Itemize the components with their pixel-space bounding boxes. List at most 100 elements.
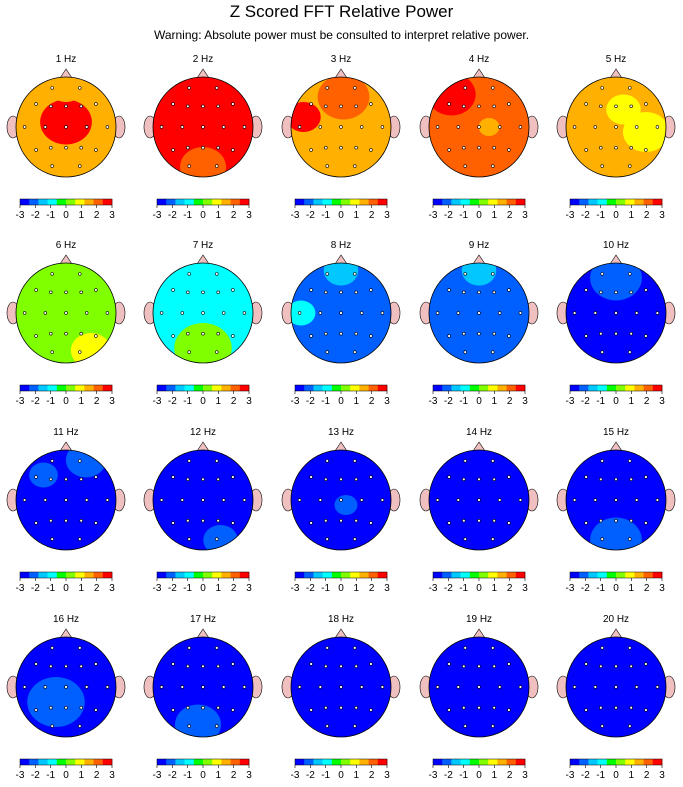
- electrode-16: [629, 146, 633, 150]
- colorbar-segment-10: [102, 759, 113, 765]
- colorbar-tick-label: 3: [659, 210, 665, 221]
- electrode-5: [339, 290, 343, 294]
- electrode-3: [34, 475, 38, 479]
- electrode-10: [477, 311, 481, 315]
- electrode-4: [186, 664, 190, 668]
- colorbar-tick-label: -3: [153, 770, 162, 781]
- electrode-12: [242, 498, 247, 502]
- colorbar-segment-4: [47, 385, 58, 391]
- colorbar-segment-3: [451, 572, 461, 578]
- colorbar-tick-label: 3: [246, 583, 252, 594]
- colorbar-tick-label: 0: [338, 583, 344, 594]
- colorbar-tick-label: -2: [31, 770, 40, 781]
- colorbar: -3 -2 -1 0 1 2 3: [291, 198, 390, 221]
- colorbar-segment-4: [597, 385, 608, 391]
- colorbar-tick-label: -3: [291, 770, 300, 781]
- electrode-10: [477, 685, 481, 689]
- colorbar-tick-label: -2: [306, 210, 315, 221]
- colorbar-segment-5: [56, 199, 67, 205]
- colorbar: -3 -2 -1 0 1 2 3: [291, 571, 390, 594]
- colorbar-segment-5: [469, 385, 480, 391]
- electrode-14: [462, 332, 466, 336]
- colorbar-segment-1: [295, 572, 305, 578]
- colorbar-segment-5: [606, 572, 617, 578]
- colorbar-segment-7: [625, 199, 635, 205]
- colorbar-segment-4: [460, 759, 471, 765]
- colorbar-tick-label: -1: [596, 396, 605, 407]
- electrode-17: [644, 148, 648, 152]
- electrode-3: [584, 662, 588, 666]
- colorbar-tick-label: 0: [476, 583, 482, 594]
- power-region-3: [62, 150, 95, 177]
- map-label: 20 Hz: [603, 614, 629, 625]
- colorbar-segment-5: [469, 759, 480, 765]
- electrode-11: [360, 311, 364, 315]
- electrode-15: [614, 146, 618, 150]
- electrode-9: [318, 498, 322, 502]
- colorbar-tick-label: -3: [566, 396, 575, 407]
- colorbar-tick-label: 2: [644, 583, 650, 594]
- electrode-8: [159, 685, 164, 689]
- power-regions: [180, 147, 226, 177]
- colorbar-tick-label: -3: [566, 770, 575, 781]
- electrode-18: [463, 537, 467, 541]
- electrode-6: [354, 290, 358, 294]
- electrode-12: [655, 498, 660, 502]
- colorbar-tick-label: -2: [31, 583, 40, 594]
- electrode-11: [360, 685, 364, 689]
- electrode-11: [360, 498, 364, 502]
- colorbar-segment-3: [175, 199, 185, 205]
- electrode-4: [186, 104, 190, 109]
- electrode-13: [34, 148, 38, 152]
- electrode-5: [201, 104, 205, 109]
- electrode-17: [94, 521, 98, 525]
- electrode-17: [507, 521, 511, 525]
- electrode-16: [492, 146, 496, 150]
- electrode-2: [215, 86, 219, 90]
- electrode-6: [216, 664, 220, 668]
- electrode-14: [462, 146, 466, 150]
- electrode-19: [491, 164, 495, 168]
- electrode-18: [187, 537, 191, 541]
- colorbar-segment-10: [239, 759, 250, 765]
- electrode-5: [64, 104, 68, 109]
- electrode-6: [492, 104, 496, 109]
- colorbar-segment-9: [230, 199, 241, 205]
- colorbar-tick-label: -2: [306, 583, 315, 594]
- colorbar-segment-1: [20, 199, 30, 205]
- colorbar-segment-3: [451, 759, 461, 765]
- electrode-10: [614, 685, 618, 689]
- colorbar-segment-2: [304, 199, 314, 205]
- electrode-9: [43, 125, 47, 129]
- electrode-1: [600, 459, 604, 463]
- electrode-7: [369, 102, 373, 106]
- head-outline: [290, 76, 392, 178]
- colorbar-tick-label: 2: [369, 396, 375, 407]
- colorbar-tick-label: 1: [79, 396, 85, 407]
- colorbar-segment-1: [157, 385, 167, 391]
- colorbar-tick-label: 0: [200, 210, 206, 221]
- electrode-1: [187, 646, 191, 650]
- topomap-1: 1 Hz -3 -2 -1 0 1 2 3: [6, 54, 126, 221]
- electrode-17: [507, 148, 511, 152]
- colorbar-tick-label: 1: [354, 210, 360, 221]
- colorbar-segment-4: [47, 759, 58, 765]
- colorbar-tick-label: 1: [79, 583, 85, 594]
- power-region-1: [291, 102, 321, 132]
- electrode-3: [34, 662, 38, 666]
- electrode-15: [477, 705, 481, 710]
- colorbar-tick-label: -1: [183, 210, 192, 221]
- electrode-15: [339, 146, 343, 150]
- electrode-10: [614, 125, 618, 129]
- electrode-9: [180, 311, 185, 315]
- colorbar-tick-label: 2: [644, 396, 650, 407]
- colorbar-segment-8: [221, 572, 231, 578]
- map-label: 4 Hz: [469, 54, 490, 65]
- colorbar: -3 -2 -1 0 1 2 3: [153, 384, 252, 407]
- electrode-16: [629, 705, 633, 710]
- colorbar-segment-8: [497, 572, 507, 578]
- power-region-2: [623, 112, 666, 152]
- topomap-9: 9 Hz -3 -2 -1 0 1 2 3: [419, 240, 539, 407]
- colorbar-segment-3: [588, 385, 598, 391]
